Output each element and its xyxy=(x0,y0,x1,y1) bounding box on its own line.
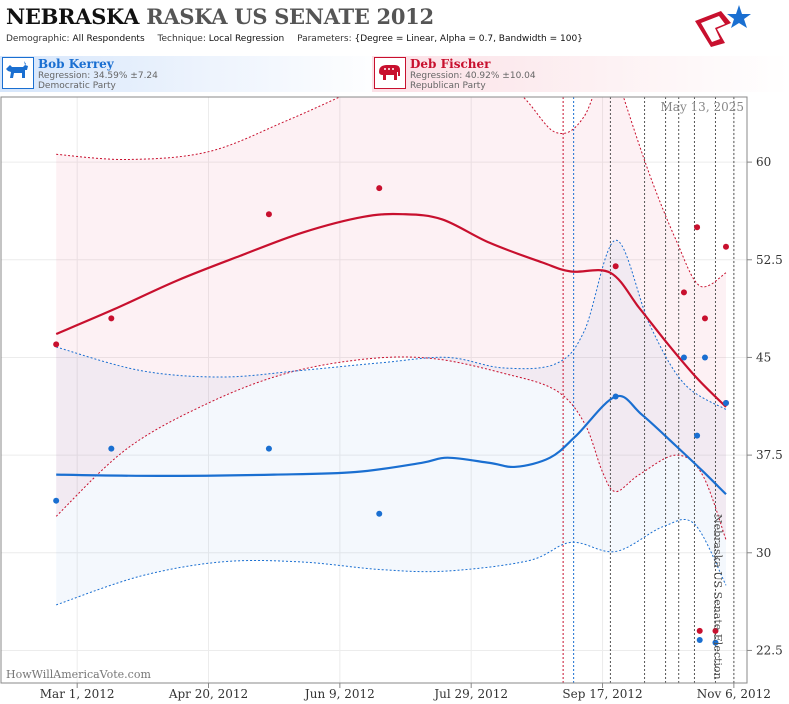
confidence-bands xyxy=(56,97,726,605)
x-tick-label-0: Mar 1, 2012 xyxy=(40,687,115,701)
dem-party: Democratic Party xyxy=(38,81,116,91)
dem-poll-point-8 xyxy=(701,354,708,361)
candidate-bar: Bob Kerrey Regression: 34.59% ±7.24 Demo… xyxy=(0,56,789,92)
y-tick-label-2: 37.5 xyxy=(756,448,783,462)
rep-upper-bound xyxy=(56,97,727,288)
page-title: NEBRASKA RASKA US SENATE 2012 xyxy=(6,4,434,29)
dem-candidate-name: Bob Kerrey xyxy=(38,57,114,71)
donkey-icon xyxy=(2,57,34,89)
dem-poll-point-0 xyxy=(53,497,60,504)
demographic-value: All Respondents xyxy=(72,34,145,44)
y-axis: 22.5 30 37.5 45 52.5 60 xyxy=(747,155,783,657)
dem-poll-point-9 xyxy=(712,639,719,646)
candidate-rep: Deb Fischer Regression: 40.92% ±10.04 Re… xyxy=(372,56,789,92)
dem-poll-point-7 xyxy=(696,637,703,644)
header: NEBRASKA RASKA US SENATE 2012 Demographi… xyxy=(0,0,789,52)
parameters-label: Parameters: xyxy=(297,34,352,44)
dem-lower-bound xyxy=(56,518,727,606)
title-rest: RASKA US SENATE 2012 xyxy=(146,4,434,29)
watermark: HowWillAmericaVote.com xyxy=(6,668,151,681)
election-label: Nebraska US Senate Election xyxy=(711,514,724,680)
y-tick-label-1: 30 xyxy=(756,546,771,560)
y-tick-label-3: 45 xyxy=(756,350,771,364)
parameters-line: Demographic: All Respondents Technique: … xyxy=(6,34,593,44)
title-state: NEBRASKA xyxy=(6,4,140,29)
y-tick-label-0: 22.5 xyxy=(756,643,783,657)
dem-poll-point-2 xyxy=(265,445,272,452)
dem-poll-point-1 xyxy=(108,445,115,452)
demographic-label: Demographic: xyxy=(6,34,70,44)
technique-value: Local Regression xyxy=(208,34,285,44)
rep-lower-bound xyxy=(55,356,727,540)
dem-trend-line xyxy=(56,394,727,495)
rep-trend-line xyxy=(55,212,727,408)
dem-poll-point-6 xyxy=(694,432,701,439)
rep-poll-point-4 xyxy=(612,263,619,270)
rep-poll-point-7 xyxy=(696,627,703,634)
plot-frame xyxy=(0,96,748,684)
event-lines xyxy=(562,97,735,683)
dem-poll-point-10 xyxy=(722,400,729,407)
dem-poll-point-5 xyxy=(680,354,687,361)
rep-poll-point-5 xyxy=(680,289,687,296)
rep-regression: Regression: 40.92% ±10.04 xyxy=(410,71,536,81)
dem-regression: Regression: 34.59% ±7.24 xyxy=(38,71,158,81)
x-tick-label-5: Nov 6, 2012 xyxy=(697,687,771,701)
rep-candidate-name: Deb Fischer xyxy=(410,57,491,71)
date-stamp: May 13, 2025 xyxy=(661,100,744,114)
rep-poll-point-3 xyxy=(376,185,383,192)
x-tick-label-1: Apr 20, 2012 xyxy=(168,687,248,701)
dem-upper-bound xyxy=(56,239,727,410)
x-tick-label-3: Jul 29, 2012 xyxy=(432,687,508,701)
elephant-icon xyxy=(374,57,406,89)
trend-lines xyxy=(55,212,727,495)
technique-label: Technique: xyxy=(157,34,206,44)
rep-poll-point-10 xyxy=(722,243,729,250)
y-tick-label-4: 52.5 xyxy=(756,253,783,267)
rep-poll-point-0 xyxy=(53,341,60,348)
poll-points xyxy=(53,185,729,646)
parameters-value: {Degree = Linear, Alpha = 0.7, Bandwidth… xyxy=(354,34,583,44)
y-tick-label-5: 60 xyxy=(756,155,771,169)
x-axis: Mar 1, 2012 Apr 20, 2012 Jun 9, 2012 Jul 29… xyxy=(40,683,771,701)
rep-party: Republican Party xyxy=(410,81,486,91)
candidate-dem: Bob Kerrey Regression: 34.59% ±7.24 Demo… xyxy=(0,56,390,92)
dem-poll-point-3 xyxy=(376,510,383,517)
rep-poll-point-9 xyxy=(712,627,719,634)
rep-poll-point-1 xyxy=(108,315,115,322)
chart-canvas: 22.5 30 37.5 45 52.5 60 Mar 1, 2012 Apr 20, 20… xyxy=(0,96,783,701)
rep-poll-point-8 xyxy=(701,315,708,322)
rep-poll-point-6 xyxy=(694,224,701,231)
dem-band xyxy=(56,240,726,605)
rep-band xyxy=(56,97,726,540)
x-tick-label-4: Sep 17, 2012 xyxy=(562,687,642,701)
confidence-bounds xyxy=(55,97,727,606)
site-logo-icon xyxy=(695,5,751,47)
rep-poll-point-2 xyxy=(265,211,272,218)
dem-poll-point-4 xyxy=(612,393,619,400)
x-tick-label-2: Jun 9, 2012 xyxy=(303,687,375,701)
